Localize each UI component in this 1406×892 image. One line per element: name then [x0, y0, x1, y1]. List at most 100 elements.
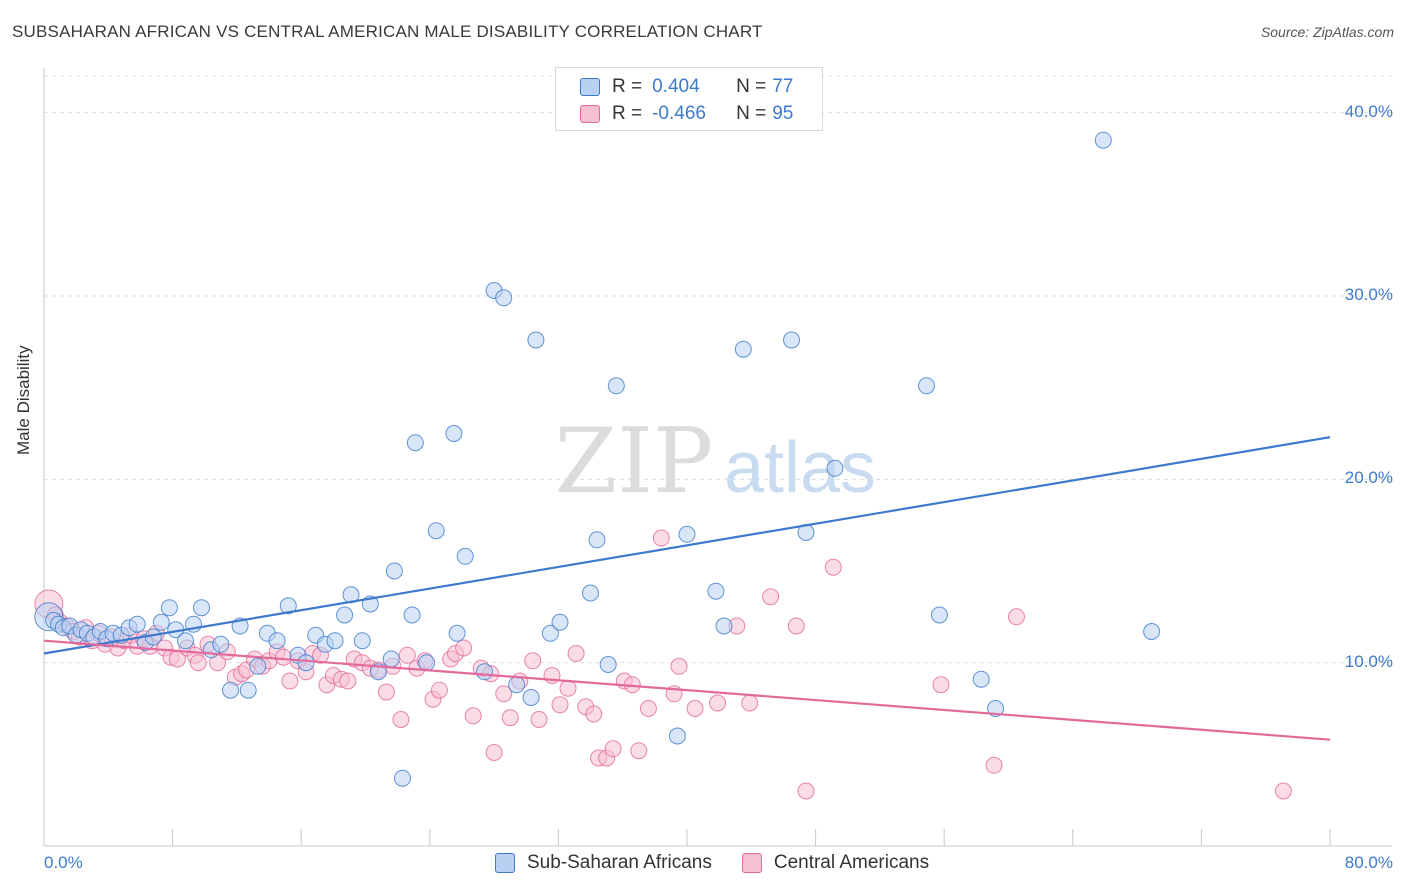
- data-point: [427, 522, 445, 540]
- data-point: [551, 613, 569, 631]
- data-point: [455, 639, 473, 657]
- data-point: [932, 676, 950, 694]
- data-point: [734, 340, 752, 358]
- trend-line: [43, 639, 1331, 741]
- data-point: [326, 632, 344, 650]
- data-point: [972, 670, 990, 688]
- gridlines: [44, 75, 1392, 664]
- series-legend-swatch-pink: [741, 853, 762, 873]
- legend-n-label: N =: [736, 76, 767, 97]
- data-point: [582, 584, 599, 602]
- data-point: [377, 683, 395, 701]
- data-point: [249, 657, 267, 675]
- y-tick-label: 20.0%: [1344, 468, 1393, 488]
- data-point: [797, 782, 815, 800]
- data-point: [678, 525, 696, 543]
- data-point: [707, 582, 725, 600]
- data-point: [464, 707, 482, 725]
- y-tick-label: 40.0%: [1344, 101, 1393, 121]
- data-point: [1143, 623, 1161, 640]
- data-point: [826, 459, 844, 477]
- data-point: [152, 613, 170, 631]
- y-tick-label: 10.0%: [1344, 651, 1393, 671]
- trend-line: [43, 436, 1331, 655]
- data-point: [403, 606, 421, 624]
- data-point: [522, 689, 540, 706]
- data-point: [501, 709, 519, 727]
- watermark-zip: ZIP: [555, 409, 714, 514]
- correlation-legend: R = 0.404 N = 77 R = -0.466 N = 95: [555, 67, 823, 131]
- data-point: [398, 646, 416, 664]
- data-point: [668, 727, 686, 745]
- data-point: [527, 331, 545, 349]
- data-point: [212, 635, 230, 653]
- x-tick-label-max: 80.0%: [1344, 853, 1393, 872]
- source-note: Source: ZipAtlas.com: [1260, 24, 1394, 40]
- series-legend-item-blue: Sub-Saharan Africans: [495, 852, 712, 874]
- x-tick-label-min: 0.0%: [44, 853, 83, 872]
- watermark: ZIP atlas: [555, 409, 876, 514]
- data-point: [824, 558, 842, 576]
- data-point: [1274, 782, 1292, 800]
- data-point: [281, 672, 299, 690]
- data-point: [918, 377, 935, 395]
- data-point: [588, 531, 606, 549]
- data-point: [559, 679, 577, 697]
- data-point: [670, 657, 688, 675]
- legend-swatch-pink: [580, 105, 600, 123]
- legend-r-label: R =: [612, 76, 643, 97]
- data-point: [239, 681, 257, 699]
- data-point: [128, 615, 146, 633]
- data-point: [787, 617, 805, 635]
- data-point: [762, 588, 780, 606]
- data-point: [709, 694, 726, 712]
- data-point: [987, 700, 1005, 717]
- data-point: [275, 648, 292, 666]
- data-point: [394, 769, 411, 787]
- data-point: [630, 742, 648, 760]
- legend-row-pink: R = -0.466 N = 95: [580, 102, 793, 126]
- y-tick-label: 30.0%: [1344, 285, 1393, 304]
- data-point: [541, 624, 559, 642]
- data-point: [508, 676, 526, 694]
- data-point: [783, 331, 800, 349]
- data-point: [160, 599, 178, 617]
- series-legend-swatch-blue: [495, 853, 515, 873]
- data-point: [485, 744, 503, 761]
- data-point: [268, 632, 286, 650]
- data-point: [495, 289, 513, 307]
- data-point: [279, 597, 297, 615]
- data-point: [193, 599, 210, 617]
- data-point: [385, 562, 403, 580]
- data-point: [599, 656, 617, 673]
- data-point: [222, 681, 239, 699]
- axes: [43, 68, 1392, 847]
- data-point: [406, 434, 424, 452]
- series-central-americans-points: [34, 529, 1292, 800]
- data-point: [530, 711, 548, 728]
- data-point: [382, 650, 400, 668]
- data-point: [930, 606, 948, 624]
- data-point: [418, 654, 436, 672]
- legend-row-blue: R = 0.404 N = 77: [580, 75, 793, 99]
- legend-n-value-pink: 95: [772, 103, 794, 124]
- data-point: [353, 632, 371, 650]
- data-point: [652, 529, 670, 547]
- trend-lines: [43, 436, 1331, 741]
- legend-n-label: N =: [736, 103, 767, 124]
- data-point: [476, 663, 493, 681]
- data-point: [177, 632, 194, 650]
- legend-n-value-blue: 77: [772, 76, 794, 97]
- chart-title: SUBSAHARAN AFRICAN VS CENTRAL AMERICAN M…: [12, 22, 763, 41]
- data-point: [1008, 608, 1025, 626]
- data-point: [445, 425, 463, 442]
- data-point: [551, 696, 569, 714]
- data-point: [686, 700, 704, 717]
- data-point: [392, 711, 410, 728]
- series-legend-item-pink: Central Americans: [741, 852, 929, 874]
- data-point: [297, 654, 315, 672]
- data-point: [456, 547, 474, 565]
- data-point: [430, 681, 448, 699]
- data-point: [189, 654, 207, 672]
